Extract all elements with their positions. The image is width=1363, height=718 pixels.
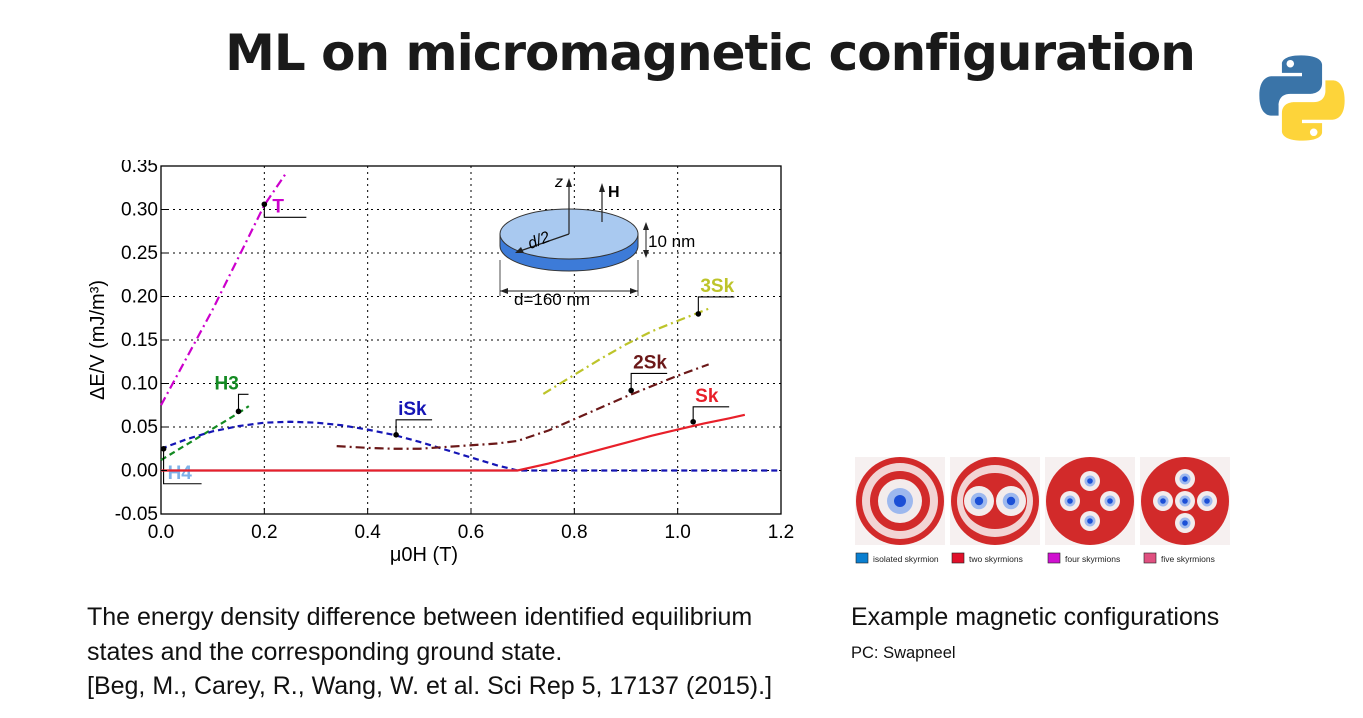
configuration-legend-item: five skyrmions <box>1143 552 1215 564</box>
series-label-leader <box>697 296 735 314</box>
disk-inset: z H d/2 10 nm d=160 nm <box>499 174 695 309</box>
series-line-2sk <box>336 363 710 450</box>
legend-label: five skyrmions <box>1161 554 1215 564</box>
x-tick-label: 1.0 <box>664 522 690 543</box>
chart-caption-line: states and the corresponding ground stat… <box>87 637 563 666</box>
x-tick-label: 0.6 <box>458 522 484 543</box>
series-label-leader <box>163 448 202 485</box>
configuration-legend-item: two skyrmions <box>951 552 1023 564</box>
energy-density-chart: T H3 iSk H4 Sk 2Sk 3Sk 0.0 0.2 0.4 0.6 0.8 1.0 1.2 -0… <box>87 160 794 566</box>
configuration-panel <box>950 457 1040 545</box>
y-tick-label: 0.00 <box>121 461 158 482</box>
y-tick-label: 0.20 <box>121 287 158 308</box>
x-tick-label: 0.4 <box>354 522 381 543</box>
legend-swatch <box>855 552 869 564</box>
x-tick-label: 0.2 <box>251 522 277 543</box>
y-tick-label: -0.05 <box>115 504 158 525</box>
x-tick-label: 0.8 <box>561 522 587 543</box>
citation: [Beg, M., Carey, R., Wang, W. et al. Sci… <box>87 672 773 700</box>
y-tick-label: 0.25 <box>121 243 158 264</box>
photo-credit: PC: Swapneel <box>851 644 956 662</box>
y-tick-label: 0.15 <box>121 330 158 351</box>
inset-z-label: z <box>554 174 563 191</box>
configuration-panel <box>1140 457 1230 545</box>
series-marker-isk <box>393 432 399 438</box>
legend-label: two skyrmions <box>969 554 1023 564</box>
series-label-t: T <box>272 196 284 217</box>
series-marker-2sk <box>628 387 634 394</box>
inset-thickness-label: 10 nm <box>648 232 695 251</box>
configuration-panel <box>1045 457 1135 545</box>
y-tick-label: 0.30 <box>121 200 158 221</box>
series-line-t <box>160 174 286 406</box>
y-axis-label: ΔE/V (mJ/m³) <box>87 280 109 400</box>
series-label-leader <box>263 204 307 218</box>
x-tick-label: 0.0 <box>148 522 174 543</box>
x-tick-label: 1.2 <box>768 522 794 543</box>
series-label-sk: Sk <box>695 386 719 407</box>
configurations-caption: Example magnetic configurations <box>851 603 1220 631</box>
series-marker-sk <box>690 418 696 425</box>
series-label-leader <box>237 393 249 412</box>
configuration-panel <box>855 457 945 545</box>
series-label-leader <box>692 406 730 422</box>
y-tick-label: 0.35 <box>121 160 158 177</box>
series-line-3sk <box>542 307 710 395</box>
series-line-h3 <box>160 405 250 462</box>
series-line-sk <box>161 413 746 472</box>
y-tick-label: 0.10 <box>121 374 158 395</box>
inset-h-label: H <box>608 184 620 201</box>
series-label-leader <box>395 419 433 435</box>
y-tick-label: 0.05 <box>121 417 158 438</box>
configuration-legend-item: four skyrmions <box>1047 552 1120 564</box>
legend-swatch <box>951 552 965 564</box>
configuration-legend-item: isolated skyrmion <box>855 552 939 564</box>
legend-label: four skyrmions <box>1065 554 1120 564</box>
legend-label: isolated skyrmion <box>873 554 939 564</box>
series-label-h4: H4 <box>168 463 193 484</box>
series-label-isk: iSk <box>398 399 427 420</box>
python-logo-icon <box>1259 55 1345 141</box>
inset-diameter-label: d=160 nm <box>514 290 590 309</box>
series-label-h3: H3 <box>215 373 239 394</box>
x-axis-label: μ0H (T) <box>390 544 458 566</box>
magnetic-configurations-figure: isolated skyrmion two skyrmions four skyrm… <box>855 457 1230 564</box>
slide-title: ML on micromagnetic configuration <box>225 24 1196 82</box>
legend-swatch <box>1143 552 1157 564</box>
series-line-isk <box>160 420 781 472</box>
series-label-3sk: 3Sk <box>700 276 734 297</box>
chart-caption-line: The energy density difference between id… <box>87 603 753 631</box>
legend-swatch <box>1047 552 1061 564</box>
chart-caption: The energy density difference between id… <box>87 600 827 704</box>
series-label-leader <box>630 372 668 391</box>
series-label-2sk: 2Sk <box>633 352 667 373</box>
